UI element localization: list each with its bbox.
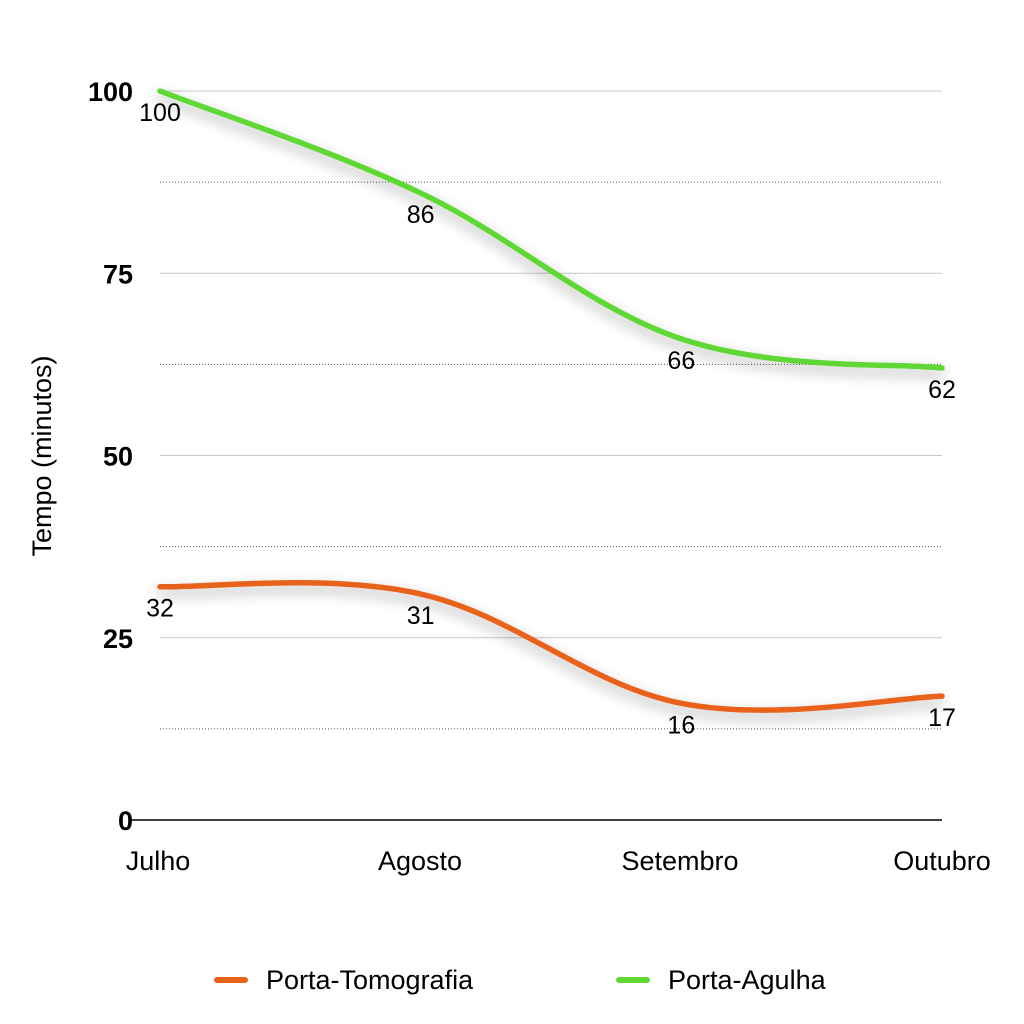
- legend-item-porta-agulha: Porta-Agulha: [616, 955, 826, 1005]
- data-label: 62: [928, 376, 956, 404]
- y-axis-label: Tempo (minutos): [27, 355, 57, 556]
- legend-swatch-green: [616, 977, 650, 983]
- data-label: 32: [146, 595, 174, 623]
- legend-swatch-orange: [214, 977, 248, 983]
- y-tick-label: 25: [103, 624, 133, 654]
- legend: Porta-Tomografia Porta-Agulha: [0, 955, 1024, 1005]
- x-tick-label: Setembro: [621, 846, 738, 876]
- axes: 0 25 50 75 100 Julho Agosto Setembro Outubro: [88, 77, 991, 876]
- data-labels: 32 31 16 17 100 86 66 62: [139, 99, 956, 739]
- grid-lines: [160, 90, 942, 730]
- series-line-porta-tomografia: [157, 579, 945, 713]
- data-label: 100: [139, 99, 181, 127]
- data-label: 16: [667, 711, 695, 739]
- y-tick-label: 50: [103, 442, 133, 472]
- x-tick-label: Agosto: [378, 846, 462, 876]
- data-label: 86: [407, 201, 435, 229]
- legend-item-porta-tomografia: Porta-Tomografia: [214, 955, 473, 1005]
- x-tick-label: Julho: [126, 846, 191, 876]
- data-label: 17: [928, 704, 956, 732]
- legend-label: Porta-Tomografia: [266, 964, 474, 995]
- series-lines: [157, 88, 945, 713]
- y-tick-label: 0: [118, 806, 133, 836]
- data-label: 31: [407, 602, 435, 630]
- y-tick-label: 75: [103, 259, 133, 289]
- data-label: 66: [667, 347, 695, 375]
- series-line-porta-agulha: [157, 88, 945, 371]
- y-tick-label: 100: [88, 77, 133, 107]
- legend-label: Porta-Agulha: [668, 964, 826, 995]
- x-tick-label: Outubro: [893, 846, 991, 876]
